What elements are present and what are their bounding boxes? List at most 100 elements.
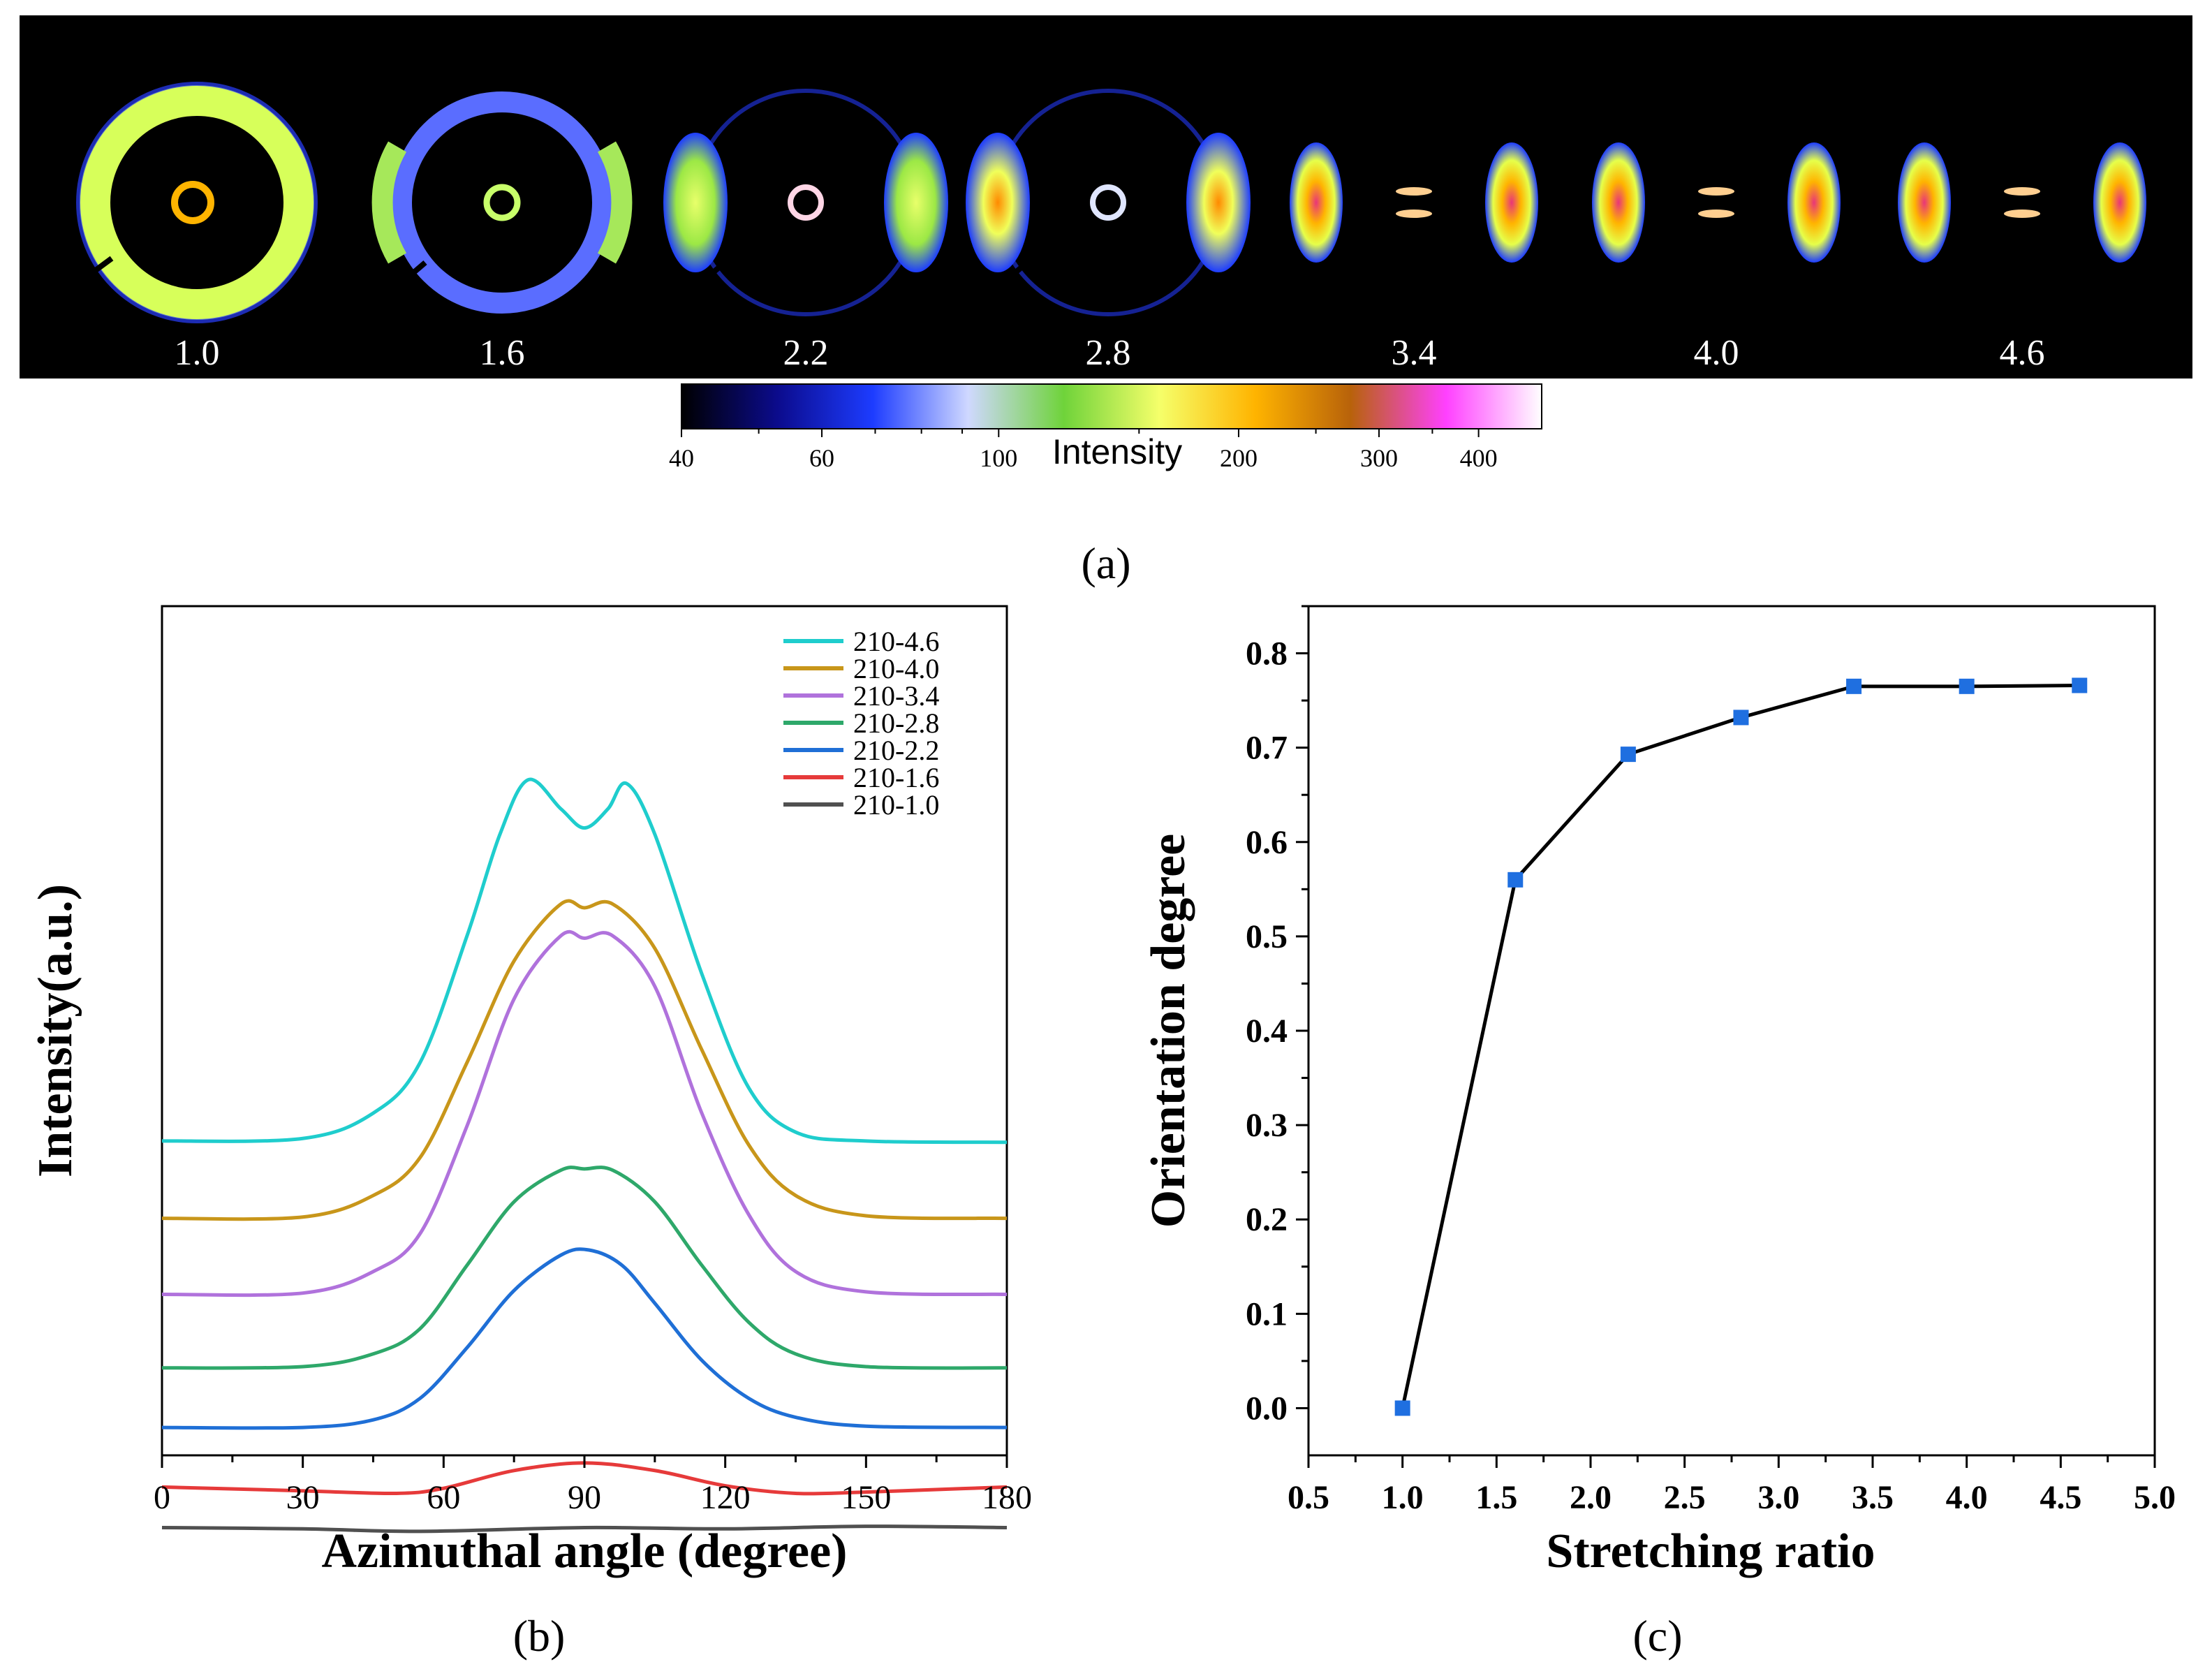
series-line-210-1.6 bbox=[161, 1461, 1008, 1496]
x-tick-label-c: 3.0 bbox=[1757, 1479, 1799, 1516]
inner-ring bbox=[483, 184, 521, 221]
legend-label: 210-1.0 bbox=[853, 789, 939, 821]
right-arc bbox=[1485, 142, 1538, 263]
right-arc bbox=[884, 133, 948, 272]
y-tick-label-c: 0.0 bbox=[1246, 1390, 1288, 1427]
data-point bbox=[1733, 710, 1749, 726]
y-axis-label-b: Intensity(a.u.) bbox=[29, 884, 82, 1177]
ratio-label: 2.2 bbox=[783, 333, 829, 373]
series-line-210-2.2 bbox=[161, 1247, 1008, 1430]
ratio-label: 4.0 bbox=[1694, 333, 1739, 373]
right-arc bbox=[1186, 133, 1251, 272]
series-line-210-4.0 bbox=[161, 899, 1008, 1221]
data-point bbox=[2072, 677, 2088, 693]
x-tick-label-c: 1.0 bbox=[1382, 1479, 1424, 1516]
x-tick-label-c: 4.0 bbox=[1946, 1479, 1988, 1516]
left-arc bbox=[1898, 142, 1951, 263]
colorbar-tick-label: 40 bbox=[669, 444, 694, 472]
data-point bbox=[1959, 678, 1975, 694]
x-tick-label-b: 0 bbox=[154, 1479, 170, 1516]
left-arc bbox=[1290, 142, 1343, 263]
x-tick-label-b: 150 bbox=[841, 1479, 891, 1516]
series-line-210-3.4 bbox=[161, 929, 1008, 1298]
legend-b: 210-4.6210-4.0210-3.4210-2.8210-2.2210-1… bbox=[783, 626, 939, 821]
inner-streak-top bbox=[1396, 187, 1432, 196]
x-tick-label-c: 1.5 bbox=[1475, 1479, 1517, 1516]
ratio-label: 4.6 bbox=[2000, 333, 2045, 373]
y-tick-label-c: 0.5 bbox=[1246, 918, 1288, 955]
caption-a: (a) bbox=[1081, 538, 1130, 588]
full-ring bbox=[391, 91, 613, 314]
x-tick-label-c: 0.5 bbox=[1288, 1479, 1329, 1516]
colorbar bbox=[681, 383, 1542, 429]
legend-label: 210-1.6 bbox=[853, 762, 939, 793]
data-point bbox=[1846, 678, 1862, 694]
x-tick-label-c: 5.0 bbox=[2134, 1479, 2176, 1516]
x-tick-label-b: 180 bbox=[982, 1479, 1032, 1516]
pattern-1 bbox=[76, 82, 318, 323]
pattern-5 bbox=[1290, 142, 1538, 263]
inner-streak-top bbox=[1698, 187, 1734, 196]
inner-ring bbox=[1090, 184, 1126, 221]
caption-b: (b) bbox=[513, 1611, 566, 1661]
legend-label: 210-3.4 bbox=[853, 680, 939, 712]
right-arc bbox=[597, 141, 633, 264]
left-arc bbox=[371, 141, 407, 264]
x-tick-label-c: 2.0 bbox=[1570, 1479, 1612, 1516]
x-tick-label-b: 120 bbox=[700, 1479, 751, 1516]
left-arc bbox=[966, 133, 1030, 272]
y-tick-label-c: 0.7 bbox=[1246, 730, 1288, 767]
beamstop-arm bbox=[705, 260, 727, 281]
markers-c bbox=[1394, 677, 2088, 1416]
data-point bbox=[1507, 872, 1524, 888]
legend-label: 210-2.8 bbox=[853, 707, 939, 739]
inner-ring bbox=[788, 184, 824, 221]
x-tick-label-b: 90 bbox=[568, 1479, 601, 1516]
x-axis-label-b: Azimuthal angle (degree) bbox=[321, 1524, 847, 1578]
x-tick-label-b: 60 bbox=[427, 1479, 460, 1516]
ratio-label: 1.6 bbox=[480, 333, 525, 373]
ratio-label: 3.4 bbox=[1392, 333, 1437, 373]
colorbar-tick-label: 400 bbox=[1460, 444, 1498, 472]
axes-c: 0.5 1.0 1.5 2.0 2.5 3.0 3.5 4.0 4.5 5.0 0.0 0.1 0.2 0… bbox=[1246, 605, 2176, 1516]
series-lines-b bbox=[161, 777, 1008, 1534]
colorbar-tick-label: 60 bbox=[809, 444, 834, 472]
pattern-4 bbox=[966, 89, 1251, 316]
legend-label: 210-2.2 bbox=[853, 735, 939, 766]
pattern-6 bbox=[1592, 142, 1841, 263]
y-tick-label-c: 0.1 bbox=[1246, 1295, 1288, 1332]
pattern-3 bbox=[663, 89, 948, 316]
right-arc bbox=[2093, 142, 2146, 263]
x-axis-label-c: Stretching ratio bbox=[1546, 1524, 1875, 1578]
panel-c-orientation-chart: 0.5 1.0 1.5 2.0 2.5 3.0 3.5 4.0 4.5 5.0 0.0 0.1 0.2 0… bbox=[1142, 605, 2176, 1661]
data-point bbox=[1620, 747, 1636, 763]
colorbar-title: Intensity bbox=[1052, 432, 1182, 471]
left-arc bbox=[663, 133, 728, 272]
ratio-labels: 1.0 1.6 2.2 2.8 3.4 4.0 4.6 bbox=[175, 333, 2045, 373]
series-line-c bbox=[1401, 683, 2080, 1409]
series-line-210-1.0 bbox=[161, 1524, 1008, 1534]
data-point bbox=[1394, 1400, 1410, 1416]
y-tick-label-c: 0.2 bbox=[1246, 1201, 1288, 1238]
right-arc bbox=[1787, 142, 1841, 263]
x-tick-label-c: 3.5 bbox=[1852, 1479, 1894, 1516]
series-line-210-2.8 bbox=[161, 1166, 1008, 1370]
diffraction-patterns bbox=[76, 82, 2146, 323]
ratio-label: 2.8 bbox=[1086, 333, 1131, 373]
inner-streak-bottom bbox=[1396, 210, 1432, 218]
inner-streak-bottom bbox=[2004, 210, 2040, 218]
y-tick-label-c: 0.4 bbox=[1246, 1013, 1288, 1050]
inner-streak-top bbox=[2004, 187, 2040, 196]
pattern-strip-background bbox=[20, 15, 2192, 378]
caption-c: (c) bbox=[1632, 1611, 1682, 1661]
pattern-7 bbox=[1898, 142, 2146, 263]
y-tick-label-c: 0.6 bbox=[1246, 824, 1288, 861]
legend-label: 210-4.6 bbox=[853, 626, 939, 657]
x-ticks-b: 0 30 60 90 120 150 180 bbox=[154, 1455, 1032, 1516]
plot-frame-c bbox=[1307, 605, 2156, 1457]
x-tick-label-c: 4.5 bbox=[2040, 1479, 2081, 1516]
y-tick-label-c: 0.3 bbox=[1246, 1107, 1288, 1144]
y-axis-label-c: Orientation degree bbox=[1142, 834, 1195, 1228]
ratio-label: 1.0 bbox=[175, 333, 220, 373]
